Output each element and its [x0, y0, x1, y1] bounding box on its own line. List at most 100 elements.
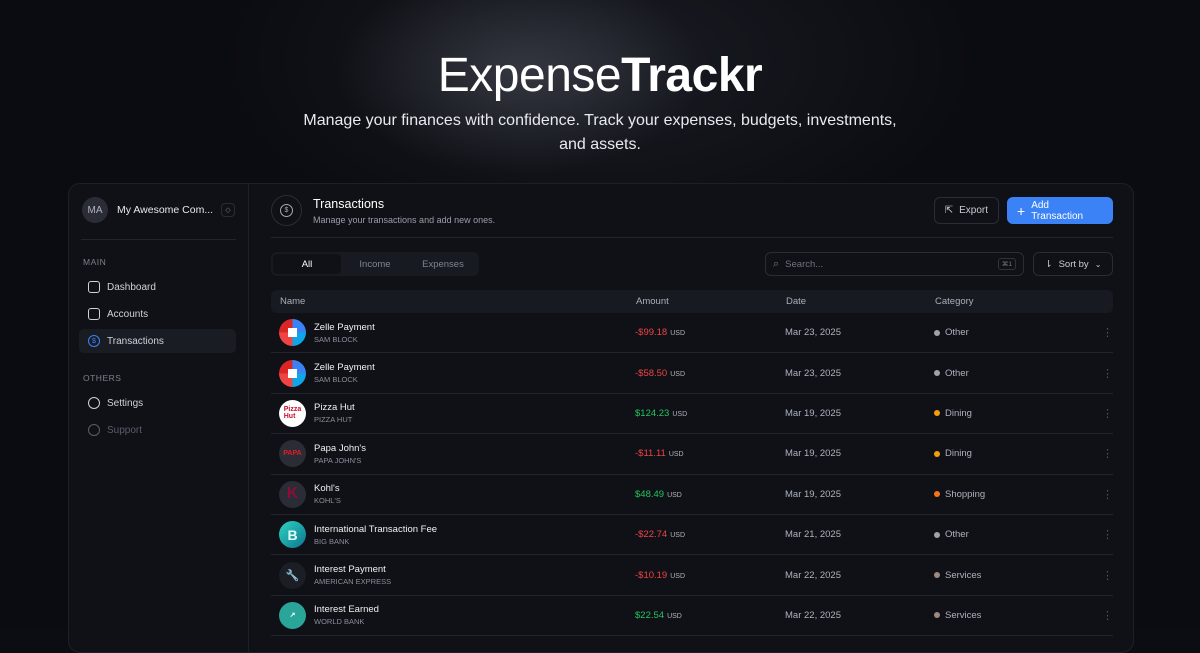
tab-income[interactable]: Income	[359, 258, 391, 270]
category-dot	[934, 329, 940, 336]
amount-cell: -$10.19 USD	[635, 570, 785, 581]
sidebar-item-support[interactable]: Support	[79, 418, 236, 442]
sidebar-item-accounts[interactable]: Accounts	[79, 302, 236, 326]
sort-dropdown[interactable]: ⇂ Sort by ⌄	[1033, 252, 1113, 276]
amount-value: $48.49	[635, 488, 665, 500]
sidebar-item-dashboard[interactable]: Dashboard	[79, 275, 236, 299]
date-cell: Mar 22, 2025	[785, 569, 841, 581]
category-cell: Services	[934, 570, 1094, 581]
amount-value: -$58.50	[635, 367, 668, 379]
category-cell: Dining	[934, 408, 1094, 419]
date-cell: Mar 19, 2025	[785, 407, 841, 419]
tab-expenses[interactable]: Expenses	[422, 258, 464, 270]
category-cell: Other	[934, 327, 1094, 338]
name-cell: PAPA Papa John's PAPA JOHN'S	[279, 440, 635, 468]
chevron-down-icon: ⌄	[1094, 259, 1102, 269]
merchant-name: SAM BLOCK	[314, 334, 358, 344]
sort-icon: ⇂	[1044, 258, 1053, 270]
name-cell: Zelle Payment SAM BLOCK	[279, 319, 635, 347]
more-options-icon[interactable]: ⋮	[1102, 609, 1113, 622]
page-subtitle: Manage your transactions and add new one…	[313, 214, 496, 225]
table-body: Zelle Payment SAM BLOCK -$99.18 USD Mar 23…	[271, 313, 1113, 637]
table-row[interactable]: Zelle Payment SAM BLOCK -$99.18 USD Mar 23…	[271, 313, 1113, 354]
currency: USD	[672, 410, 688, 418]
category-dot	[934, 531, 940, 538]
more-options-icon[interactable]: ⋮	[1102, 367, 1113, 380]
more-options-icon[interactable]: ⋮	[1102, 327, 1113, 340]
currency: USD	[667, 612, 682, 620]
sidebar-item-label: Settings	[107, 397, 144, 409]
table-row[interactable]: ↗ Interest Earned WORLD BANK $22.54 USD Mar…	[271, 596, 1113, 637]
table-row[interactable]: 🔧 Interest Payment AMERICAN EXPRESS -$10.1…	[271, 555, 1113, 596]
category-dot	[934, 491, 940, 498]
amount-cell: $48.49 USD	[635, 489, 785, 500]
more-options-icon[interactable]: ⋮	[1102, 529, 1113, 542]
name-cell: Zelle Payment SAM BLOCK	[279, 359, 635, 387]
column-name: Name	[280, 296, 306, 307]
sidebar-item-settings[interactable]: Settings	[79, 391, 236, 415]
more-options-icon[interactable]: ⋮	[1102, 407, 1113, 420]
merchant-name: WORLD BANK	[314, 617, 365, 627]
table-row[interactable]: K Kohl's KOHL'S $48.49 USD Mar 19, 2025 Sho…	[271, 475, 1113, 515]
plus-icon: +	[1017, 202, 1026, 219]
bigbank-logo-icon: B	[279, 521, 306, 549]
papajohns-logo-icon: PAPA	[279, 440, 306, 468]
category-cell: Other	[934, 368, 1094, 379]
chevron-updown-icon[interactable]: ◇	[221, 203, 235, 217]
amount-cell: -$99.18 USD	[635, 327, 785, 338]
transaction-name: Kohl's	[314, 483, 340, 495]
table-row[interactable]: B International Transaction Fee BIG BANK -…	[271, 515, 1113, 556]
kohls-logo-icon: K	[279, 480, 306, 508]
add-transaction-button[interactable]: + Add Transaction	[1007, 197, 1113, 224]
category-label: Other	[945, 367, 969, 379]
merchant-name: SAM BLOCK	[314, 375, 358, 385]
dollar-circle-icon: $	[280, 204, 293, 217]
org-name: My Awesome Com...	[117, 204, 214, 216]
amount-cell: -$11.11 USD	[635, 448, 785, 459]
date-cell: Mar 22, 2025	[785, 609, 841, 621]
table-row[interactable]: Zelle Payment SAM BLOCK -$58.50 USD Mar 23…	[271, 353, 1113, 394]
category-dot	[934, 572, 940, 579]
currency: USD	[670, 572, 686, 580]
main-content: $ Transactions Manage your transactions a…	[271, 184, 1113, 637]
table-row[interactable]: PAPA Papa John's PAPA JOHN'S -$11.11 USD Ma…	[271, 434, 1113, 475]
more-options-icon[interactable]: ⋮	[1102, 448, 1113, 461]
sidebar-item-transactions[interactable]: $ Transactions	[79, 329, 236, 353]
date-cell: Mar 23, 2025	[785, 327, 841, 339]
category-dot	[934, 370, 940, 377]
more-options-icon[interactable]: ⋮	[1102, 488, 1113, 501]
transaction-name: Zelle Payment	[314, 321, 375, 333]
org-switcher[interactable]: MA My Awesome Com... ◇	[69, 184, 248, 236]
more-options-icon[interactable]: ⋮	[1102, 569, 1113, 582]
amount-cell: -$58.50 USD	[635, 368, 785, 379]
tab-all[interactable]: All	[273, 254, 341, 274]
amount-cell: $22.54 USD	[635, 610, 785, 621]
hero-subtitle: Manage your finances with confidence. Tr…	[303, 112, 897, 153]
amount-value: $22.54	[635, 609, 665, 621]
merchant-name: BIG BANK	[314, 536, 350, 546]
transaction-name: Pizza Hut	[314, 402, 355, 414]
category-cell: Shopping	[934, 489, 1094, 500]
toolbar: All Income Expenses ⌕ Search... ⌘1 ⇂ Sort b…	[271, 238, 1113, 290]
name-cell: ↗ Interest Earned WORLD BANK	[279, 601, 635, 629]
zelle-logo-icon	[279, 359, 306, 387]
amount-cell: $124.23 USD	[635, 408, 785, 419]
category-cell: Dining	[934, 448, 1094, 459]
sidebar-item-label: Accounts	[107, 308, 149, 320]
merchant-name: AMERICAN EXPRESS	[314, 577, 392, 587]
filter-tabs: All Income Expenses	[271, 252, 479, 276]
table-row[interactable]: Pizza Hut Pizza Hut PIZZA HUT $124.23 USD Ma…	[271, 394, 1113, 435]
column-date: Date	[786, 296, 807, 307]
search-input[interactable]: ⌕ Search... ⌘1	[765, 252, 1024, 276]
amount-cell: -$22.74 USD	[635, 529, 785, 540]
avatar: MA	[82, 197, 108, 223]
transaction-name: Interest Earned	[314, 604, 379, 616]
category-label: Dining	[945, 407, 972, 419]
currency: USD	[667, 491, 682, 499]
amount-value: -$22.74	[635, 529, 668, 541]
export-button[interactable]: ⇱ Export	[933, 197, 999, 224]
brand-title: ExpenseTrackr	[0, 48, 1200, 103]
category-cell: Other	[934, 529, 1094, 540]
sidebar-item-label: Transactions	[107, 335, 164, 347]
gear-icon	[88, 397, 100, 409]
